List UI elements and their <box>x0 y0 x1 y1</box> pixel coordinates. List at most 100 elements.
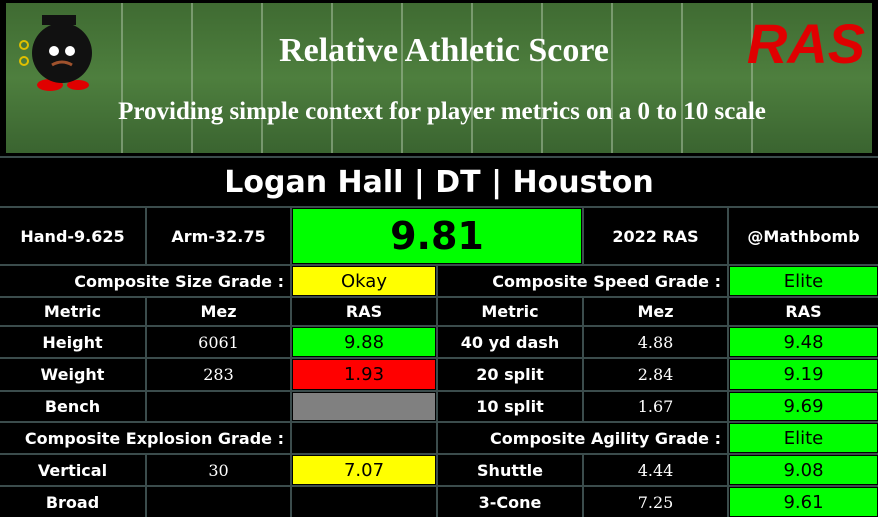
ras-text: 9.61 <box>783 491 824 513</box>
grade-value-text: Elite <box>783 427 824 449</box>
ras: 7.07 <box>292 455 436 485</box>
logo-text: RAS <box>747 12 865 75</box>
mez: 7.25 <box>584 487 727 517</box>
metric: Height <box>0 327 145 357</box>
grade-value: Elite <box>729 423 878 453</box>
year-label: 2022 RAS <box>584 208 727 264</box>
ras-text: 7.07 <box>343 459 385 481</box>
metric-text: Vertical <box>37 460 108 480</box>
mez-text: 2.84 <box>637 365 674 384</box>
grade-label: Composite Speed Grade : <box>438 266 727 296</box>
hand-text: Hand-9.625 <box>20 226 125 246</box>
mez-text: 283 <box>203 365 234 384</box>
metric: Broad <box>0 487 145 517</box>
mez: 6061 <box>147 327 290 357</box>
column-header: Metric <box>438 298 582 325</box>
metric-text: 40 yd dash <box>460 332 560 352</box>
grade-value <box>292 423 436 453</box>
grade-label: Composite Size Grade : <box>0 266 290 296</box>
metric-text: Shuttle <box>477 460 543 480</box>
metric: 20 split <box>438 359 582 390</box>
grade-label: Composite Agility Grade : <box>438 423 727 453</box>
column-header: Metric <box>0 298 145 325</box>
grade-value-text: Elite <box>783 270 824 292</box>
metric: 3-Cone <box>438 487 582 517</box>
column-header-text: Mez <box>200 302 237 321</box>
banner: Relative Athletic Score Providing simple… <box>0 0 878 156</box>
metric: Bench <box>0 392 145 421</box>
player-text: Logan Hall | DT | Houston <box>224 164 654 200</box>
score: 9.81 <box>292 208 582 264</box>
metric: 10 split <box>438 392 582 421</box>
grade-label: Composite Explosion Grade : <box>0 423 290 453</box>
mez-text: 30 <box>208 460 229 480</box>
handle: @Mathbomb <box>729 208 878 264</box>
mez: 4.88 <box>584 327 727 357</box>
ras-text: 9.69 <box>783 396 824 417</box>
mez-text: 4.88 <box>637 332 674 352</box>
year-text: 2022 RAS <box>612 226 699 246</box>
grade-label-text: Composite Agility Grade : <box>490 428 721 448</box>
mez-text: 1.67 <box>637 397 674 416</box>
metric: Vertical <box>0 455 145 485</box>
metric: Weight <box>0 359 145 390</box>
field <box>6 3 872 153</box>
bomb-logo <box>19 15 92 91</box>
score-text: 9.81 <box>390 214 484 258</box>
ras-text: 1.93 <box>343 364 385 385</box>
mez-text: 4.44 <box>637 460 674 480</box>
ras: 1.93 <box>292 359 436 390</box>
column-header-text: RAS <box>345 302 383 321</box>
grade-label-text: Composite Explosion Grade : <box>24 428 284 448</box>
column-header: Mez <box>584 298 727 325</box>
metric: Shuttle <box>438 455 582 485</box>
ras-text: 9.48 <box>783 331 824 353</box>
grade-label-text: Composite Speed Grade : <box>492 271 721 291</box>
ras: 9.88 <box>292 327 436 357</box>
banner-art: Relative Athletic Score Providing simple… <box>6 3 872 153</box>
mez <box>147 487 290 517</box>
arm: Arm-32.75 <box>147 208 290 264</box>
mez: 30 <box>147 455 290 485</box>
metric-text: 3-Cone <box>478 492 542 512</box>
metric-text: Weight <box>40 365 105 384</box>
column-header-text: Mez <box>637 302 674 321</box>
ras-text: 9.19 <box>783 364 824 385</box>
ras-text: 9.08 <box>783 459 824 481</box>
column-header: Mez <box>147 298 290 325</box>
metric-text: 20 split <box>476 365 544 384</box>
ras <box>292 392 436 421</box>
mez: 2.84 <box>584 359 727 390</box>
metric-text: Height <box>42 332 103 352</box>
mez <box>147 392 290 421</box>
grade-label-text: Composite Size Grade : <box>74 271 284 291</box>
ras: 9.08 <box>729 455 878 485</box>
column-header-text: Metric <box>43 302 102 321</box>
subtitle: Providing simple context for player metr… <box>118 98 766 125</box>
metric-text: 10 split <box>476 397 544 416</box>
mez: 283 <box>147 359 290 390</box>
column-header: RAS <box>292 298 436 325</box>
column-header-text: RAS <box>785 302 822 321</box>
handle-text: @Mathbomb <box>747 226 860 246</box>
ras <box>292 487 436 517</box>
mez: 4.44 <box>584 455 727 485</box>
grade-value-text: Okay <box>341 270 387 292</box>
mez-text: 6061 <box>198 332 239 352</box>
arm-text: Arm-32.75 <box>171 226 266 246</box>
column-header: RAS <box>729 298 878 325</box>
hand: Hand-9.625 <box>0 208 145 264</box>
metric: 40 yd dash <box>438 327 582 357</box>
grade-value: Elite <box>729 266 878 296</box>
mez: 1.67 <box>584 392 727 421</box>
ras-text: 9.88 <box>343 331 385 353</box>
mez-text: 7.25 <box>637 492 674 512</box>
yard-lines <box>121 3 753 153</box>
metric-text: Bench <box>44 397 101 416</box>
ras: 9.61 <box>729 487 878 517</box>
ras: 9.19 <box>729 359 878 390</box>
ras: 9.48 <box>729 327 878 357</box>
ras: 9.69 <box>729 392 878 421</box>
player-name: Logan Hall | DT | Houston <box>0 158 878 206</box>
